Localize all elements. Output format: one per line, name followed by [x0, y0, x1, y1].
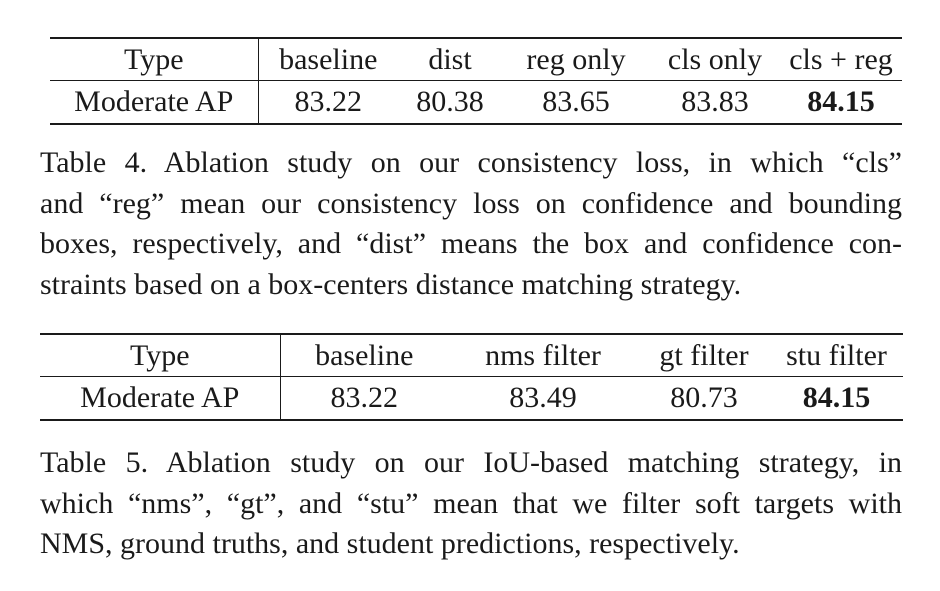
table-5-data-row: Moderate AP 83.22 83.49 80.73 84.15 — [40, 376, 903, 421]
caption-line: Table 4. Ablation study on our consisten… — [40, 146, 902, 179]
table-4-cell-reg-only: 83.65 — [502, 80, 650, 125]
caption-line: straints based on a box-centers distance… — [40, 267, 742, 301]
table-4-header-reg-only: reg only — [502, 37, 650, 81]
table-5-cell-baseline: 83.22 — [280, 376, 448, 421]
table-4-cell-dist: 80.38 — [398, 80, 502, 125]
table-5-cell-nms-filter: 83.49 — [448, 376, 638, 421]
table-4-caption: Table 4. Ablation study on our consisten… — [40, 143, 902, 305]
table-5: Type baseline nms filter gt filter stu f… — [40, 333, 903, 421]
table-5-header-gt-filter: gt filter — [638, 333, 770, 377]
table-4-header-row: Type baseline dist reg only cls only cls… — [50, 37, 902, 81]
table-5-header-row: Type baseline nms filter gt filter stu f… — [40, 333, 903, 377]
table-5-header-type: Type — [40, 333, 281, 377]
table-4-header-type: Type — [50, 37, 259, 81]
table-5-row-label: Moderate AP — [40, 376, 281, 421]
table-4-cell-cls-only: 83.83 — [650, 80, 780, 125]
table-4-data-row: Moderate AP 83.22 80.38 83.65 83.83 84.1… — [50, 80, 902, 125]
table-4-cell-cls-reg: 84.15 — [780, 80, 902, 125]
table-5-caption: Table 5. Ablation study on our IoU-based… — [40, 443, 902, 565]
caption-line: NMS, ground truths, and student predicti… — [40, 527, 740, 560]
table-5-header-nms-filter: nms filter — [448, 333, 638, 377]
caption-line: boxes, respectively, and “dist” means th… — [40, 227, 902, 260]
table-5-header-stu-filter: stu filter — [770, 333, 903, 377]
table-4-header-baseline: baseline — [258, 37, 398, 81]
table-5-cell-gt-filter: 80.73 — [638, 376, 770, 421]
table-4-row-label: Moderate AP — [50, 80, 259, 125]
table-4-cell-baseline: 83.22 — [258, 80, 398, 125]
caption-line: which “nms”, “gt”, and “stu” mean that w… — [40, 486, 902, 520]
table-4-header-cls-only: cls only — [650, 37, 780, 81]
caption-line: and “reg” mean our consistency loss on c… — [40, 186, 902, 220]
table-4: Type baseline dist reg only cls only cls… — [50, 37, 902, 125]
table-5-header-baseline: baseline — [280, 333, 448, 377]
table-5-cell-stu-filter: 84.15 — [770, 376, 903, 421]
caption-line: Table 5. Ablation study on our IoU-based… — [40, 446, 902, 479]
table-4-header-dist: dist — [398, 37, 502, 81]
table-4-header-cls-reg: cls + reg — [780, 37, 902, 81]
